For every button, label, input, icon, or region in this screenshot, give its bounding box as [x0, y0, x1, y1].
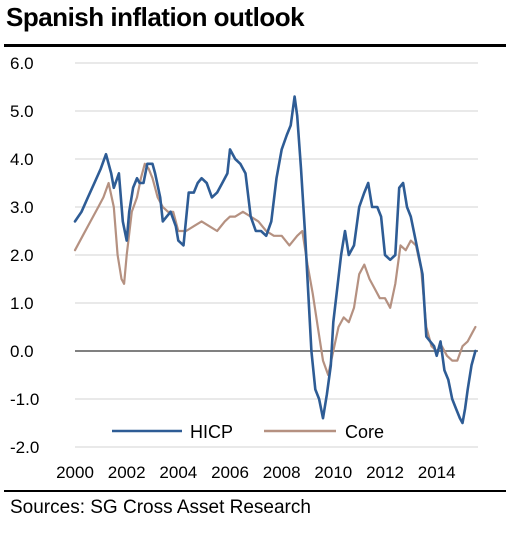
- line-chart: -2.0 -1.0 0.0 1.0 2.0 3.0 4.0 5.0 6.0 2000 2002 200…: [10, 54, 478, 482]
- source-rule: [4, 490, 506, 492]
- y-tick-label: 2.0: [10, 246, 34, 265]
- x-tick-label: 2012: [366, 463, 404, 482]
- axes: -2.0 -1.0 0.0 1.0 2.0 3.0 4.0 5.0 6.0 2000 2002 200…: [10, 54, 478, 482]
- title-rule: [4, 44, 506, 47]
- y-tick-label: -2.0: [10, 438, 39, 457]
- gridlines: [75, 62, 478, 448]
- chart-title: Spanish inflation outlook: [6, 2, 305, 32]
- y-tick-label: 3.0: [10, 198, 34, 217]
- y-tick-label: -1.0: [10, 390, 39, 409]
- y-tick-label: 1.0: [10, 294, 34, 313]
- legend-label-core: Core: [345, 422, 384, 442]
- legend-label-hicp: HICP: [190, 422, 233, 442]
- x-tick-label: 2004: [159, 463, 197, 482]
- x-tick-label: 2010: [314, 463, 352, 482]
- y-tick-label: 6.0: [10, 54, 34, 73]
- y-tick-label: 4.0: [10, 150, 34, 169]
- y-tick-label: 5.0: [10, 102, 34, 121]
- legend: HICP Core: [112, 422, 384, 442]
- x-tick-label: 2006: [211, 463, 249, 482]
- series-lines: [73, 95, 477, 425]
- x-tick-label: 2002: [108, 463, 146, 482]
- y-tick-label: 0.0: [10, 342, 34, 361]
- x-tick-label: 2014: [418, 463, 456, 482]
- x-tick-label: 2008: [263, 463, 301, 482]
- source-note: Sources: SG Cross Asset Research: [10, 497, 311, 518]
- series-line-hicp: [73, 95, 477, 425]
- x-tick-label: 2000: [56, 463, 94, 482]
